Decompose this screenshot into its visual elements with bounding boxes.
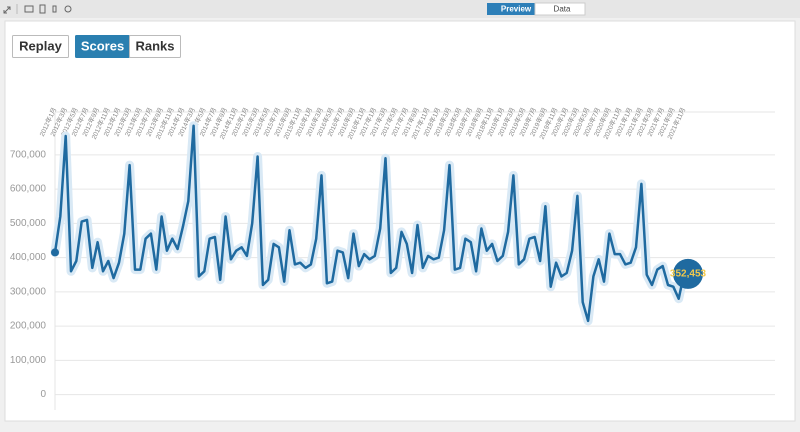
chart: 0 100,000 200,000 300,000 400,000 500,000 600,… bbox=[10, 106, 775, 410]
button-label: Ranks bbox=[135, 38, 174, 53]
expand-icon[interactable] bbox=[3, 6, 11, 14]
button-replay[interactable]: Replay bbox=[12, 35, 69, 58]
value-label: 352,453 bbox=[670, 269, 707, 280]
y-tick-label: 400,000 bbox=[10, 252, 47, 263]
toolbar bbox=[0, 0, 800, 18]
y-tick-label: 0 bbox=[40, 389, 46, 400]
line bbox=[53, 124, 686, 323]
tab-preview[interactable]: Preview bbox=[487, 3, 535, 15]
settings-icon[interactable] bbox=[64, 5, 72, 13]
y-tick-label: 300,000 bbox=[10, 286, 47, 297]
value-bubble bbox=[673, 258, 703, 289]
tablet-icon[interactable] bbox=[39, 4, 46, 14]
y-tick-label: 600,000 bbox=[10, 184, 47, 195]
y-tick-label: 100,000 bbox=[10, 355, 47, 366]
y-tick-label: 700,000 bbox=[10, 149, 47, 160]
tab-label: Data bbox=[554, 5, 571, 14]
button-label: Replay bbox=[19, 38, 62, 53]
start-dot bbox=[51, 248, 59, 257]
button-label: Scores bbox=[81, 38, 124, 53]
desktop-icon[interactable] bbox=[24, 5, 34, 13]
mobile-icon[interactable] bbox=[52, 5, 57, 13]
button-ranks[interactable]: Ranks bbox=[129, 35, 181, 58]
button-bg bbox=[129, 35, 181, 58]
tab-bg bbox=[487, 3, 535, 15]
y-tick-label: 500,000 bbox=[10, 218, 47, 229]
toolbar-icons bbox=[3, 4, 72, 14]
button-bg bbox=[12, 35, 69, 58]
tab-label: Preview bbox=[501, 5, 532, 14]
tab-bg bbox=[534, 2, 586, 16]
button-scores[interactable]: Scores bbox=[75, 35, 130, 58]
y-tick-label: 200,000 bbox=[10, 321, 47, 332]
tab-data[interactable]: Data bbox=[534, 2, 586, 16]
